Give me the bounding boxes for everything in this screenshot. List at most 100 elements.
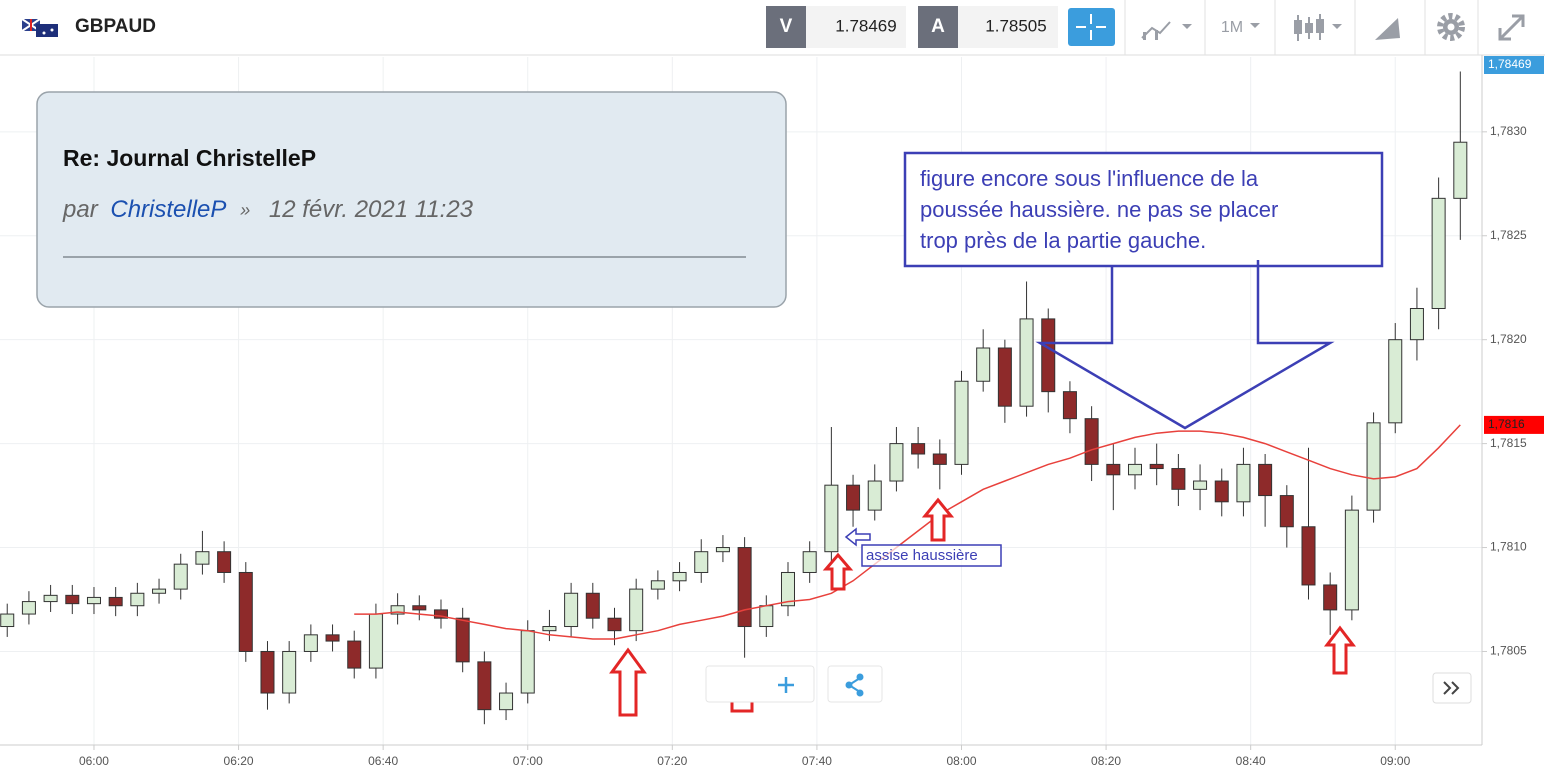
x-tick-label: 09:00 (1380, 754, 1410, 768)
candle-body (1236, 463, 1251, 503)
annotation-line: poussée haussière. ne pas se placer (920, 197, 1278, 222)
candle-body (217, 551, 232, 573)
post-box (36, 91, 787, 308)
candle-body (43, 594, 58, 603)
candle-body (238, 571, 253, 652)
scroll-end-button[interactable] (1432, 672, 1472, 704)
candle-body (780, 571, 795, 607)
post-by: par (62, 196, 99, 223)
ma-price-tag (1484, 415, 1544, 434)
candle-body (932, 453, 947, 465)
candle-body (282, 650, 297, 694)
candle-body (629, 588, 644, 632)
timeframe-caret[interactable] (1250, 23, 1260, 28)
candle-body (1409, 308, 1424, 341)
candle-body (1106, 463, 1121, 476)
candle-body (195, 551, 210, 565)
candle-body (889, 443, 904, 482)
symbol: GBPAUD (75, 16, 156, 37)
y-tick-label: 1,7820 (1490, 332, 1527, 346)
candle-body (1214, 480, 1229, 503)
settings-button[interactable] (1437, 13, 1465, 41)
timeframe[interactable]: 1M (1221, 19, 1243, 36)
candle-body (303, 634, 318, 652)
draw-tool-button[interactable] (1375, 18, 1400, 40)
candle-body (325, 634, 340, 642)
candle-body (954, 380, 969, 465)
share-button[interactable] (827, 665, 883, 703)
candle-body (0, 613, 15, 628)
candle-body (867, 480, 882, 511)
bid-price[interactable]: 1.78469 (835, 16, 896, 35)
candle-body (737, 547, 752, 628)
candle-body (824, 484, 839, 553)
ask-label[interactable]: A (931, 16, 945, 37)
candle-body (585, 592, 600, 619)
ask-price[interactable]: 1.78505 (985, 16, 1046, 35)
bid-box[interactable] (806, 6, 906, 48)
candle-body (1193, 480, 1208, 490)
post-date: 12 févr. 2021 11:23 (269, 196, 474, 223)
y-tick-label: 1,7825 (1490, 228, 1527, 242)
candle-body (672, 571, 687, 582)
candle-body (1019, 318, 1034, 407)
x-tick-label: 07:00 (513, 754, 543, 768)
ma-price-label: 1,7816 (1488, 417, 1525, 431)
x-tick-label: 07:40 (802, 754, 832, 768)
bid-label[interactable]: V (780, 16, 793, 37)
candle-body (1149, 463, 1164, 470)
post-meta: par ChristelleP » 12 févr. 2021 11:23 (62, 196, 474, 223)
post-title[interactable]: Re: Journal ChristelleP (63, 145, 316, 171)
candle-body (173, 563, 188, 590)
candle-type-button[interactable] (1294, 14, 1342, 41)
candle-body (368, 613, 383, 669)
last-price-tag (1484, 56, 1544, 74)
candle-body (1171, 468, 1186, 490)
candle-body (520, 630, 535, 694)
candle-body (802, 551, 817, 573)
candle-body (412, 605, 427, 611)
annotation-line: trop près de la partie gauche. (920, 228, 1206, 253)
candle-body (1041, 318, 1056, 393)
candle-body (390, 605, 405, 615)
candle-body (1279, 495, 1294, 528)
annotation-arrow (1035, 260, 1335, 430)
candle-body (846, 484, 861, 511)
ask-label-box[interactable] (918, 6, 958, 48)
candle-body (1431, 197, 1446, 310)
crosshair-button[interactable] (1068, 8, 1115, 46)
candle-body (1301, 526, 1316, 586)
support-label-box (861, 544, 1002, 567)
flag-icon (21, 18, 58, 37)
bid-label-box[interactable] (766, 6, 806, 48)
candle-body (152, 588, 167, 594)
candle-body (108, 596, 123, 607)
plot (0, 71, 1468, 725)
x-tick-label: 08:20 (1091, 754, 1121, 768)
fullscreen-button[interactable] (1498, 14, 1525, 41)
x-tick-label: 06:20 (224, 754, 254, 768)
candle-body (130, 592, 145, 607)
ask-box[interactable] (958, 6, 1058, 48)
moving-average-line (354, 424, 1461, 640)
candle-body (21, 601, 36, 615)
candle-body (650, 580, 665, 590)
candle-body (1323, 584, 1338, 611)
last-price-label: 1,78469 (1488, 57, 1532, 71)
post-author[interactable]: ChristelleP (110, 196, 226, 223)
post-separator: » (240, 200, 250, 220)
support-arrow (844, 527, 871, 547)
candle-body (433, 609, 448, 619)
candle-body (499, 692, 514, 711)
candle-body (65, 594, 80, 605)
candle-body (976, 347, 991, 382)
candle-body (1062, 391, 1077, 420)
zoom-in-button[interactable] (705, 665, 815, 703)
chart-type-button[interactable] (1141, 21, 1192, 40)
candle-body (1084, 418, 1099, 465)
candle-body (1388, 339, 1403, 424)
candle-body (542, 626, 557, 632)
y-tick-label: 1,7805 (1490, 644, 1527, 658)
candle-body (997, 347, 1012, 407)
